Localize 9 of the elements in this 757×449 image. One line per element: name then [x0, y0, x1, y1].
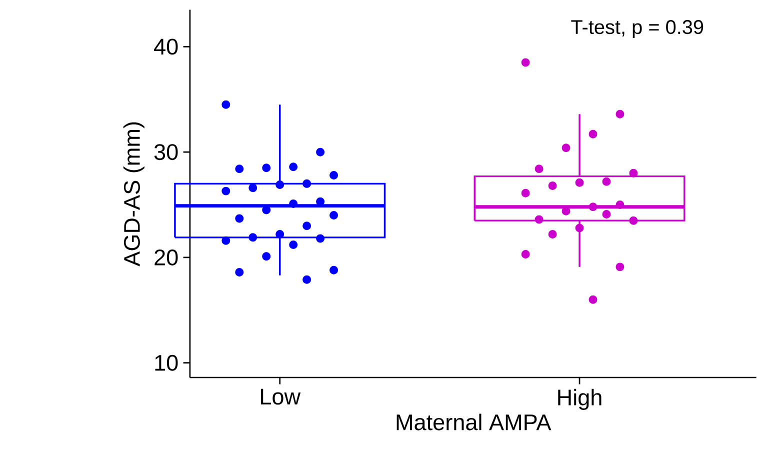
- y-tick-label: 30: [154, 144, 178, 160]
- y-tick-label: 40: [154, 38, 178, 55]
- x-tick-label: High: [558, 388, 602, 410]
- x-axis-title: Maternal AMPA: [396, 414, 552, 430]
- y-tick-label: 10: [155, 354, 178, 371]
- x-tick-label: Low: [261, 388, 301, 405]
- y-axis-title: AGD-AS (mm): [123, 122, 144, 266]
- annotation: T-test, p = 0.39: [571, 20, 704, 38]
- y-tick-label: 20: [154, 249, 178, 266]
